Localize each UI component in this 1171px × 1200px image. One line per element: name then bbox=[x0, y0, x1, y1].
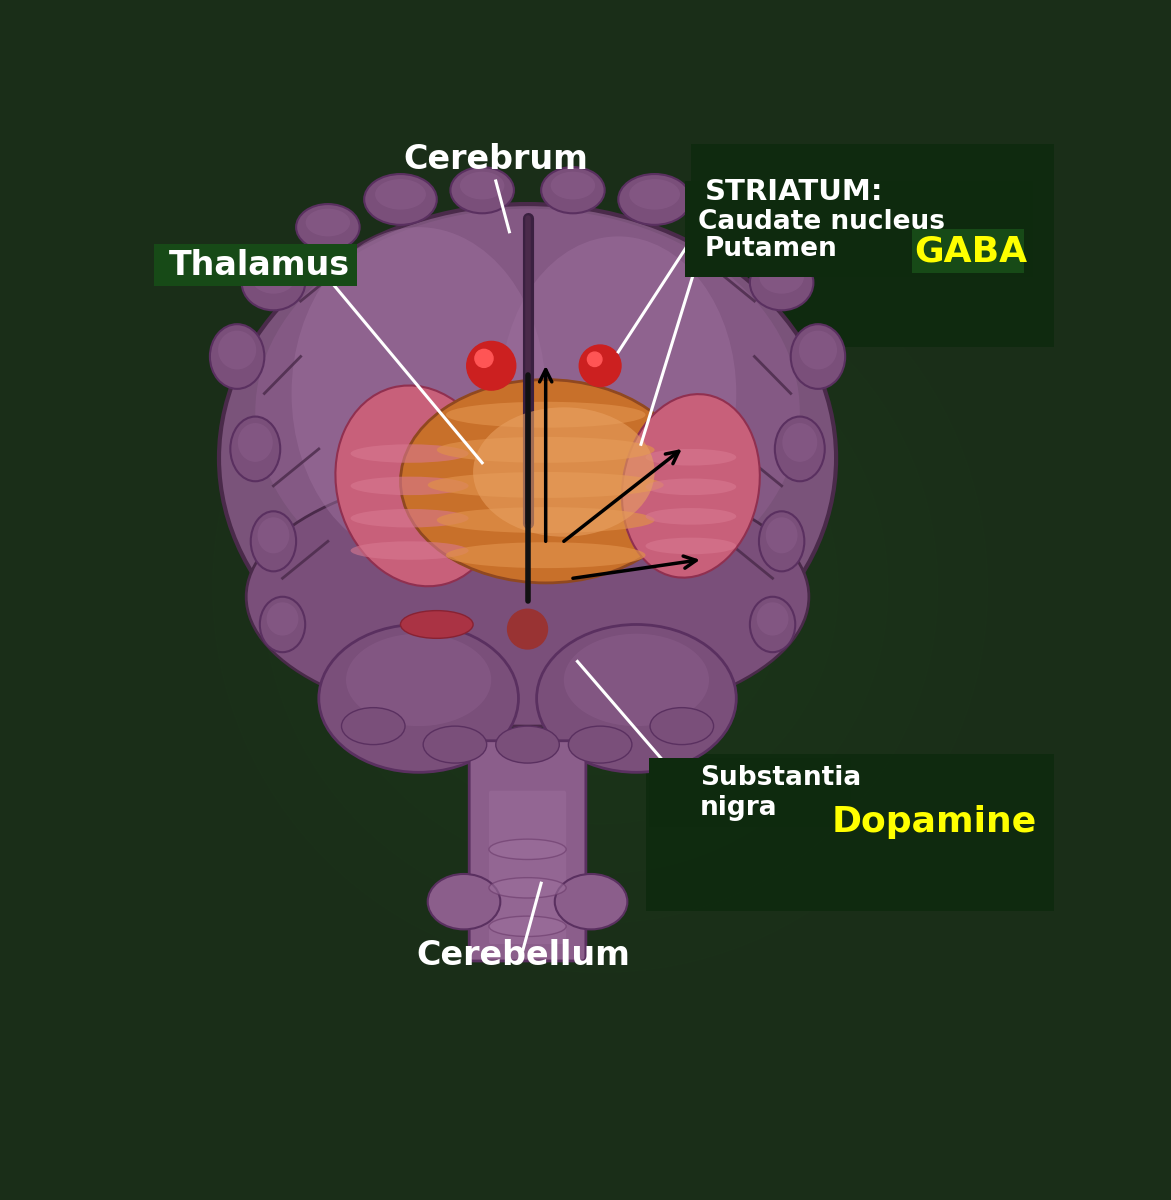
Ellipse shape bbox=[555, 874, 628, 930]
Ellipse shape bbox=[799, 331, 837, 370]
Ellipse shape bbox=[350, 444, 468, 463]
Ellipse shape bbox=[568, 726, 632, 763]
Ellipse shape bbox=[775, 416, 824, 481]
Text: Thalamus: Thalamus bbox=[169, 248, 350, 282]
Ellipse shape bbox=[451, 167, 514, 214]
Text: Substantia
nigra: Substantia nigra bbox=[700, 764, 861, 821]
Ellipse shape bbox=[696, 204, 759, 251]
Ellipse shape bbox=[645, 508, 737, 524]
Ellipse shape bbox=[766, 517, 797, 553]
Ellipse shape bbox=[231, 416, 280, 481]
Ellipse shape bbox=[241, 254, 306, 311]
Ellipse shape bbox=[489, 916, 566, 936]
Ellipse shape bbox=[350, 541, 468, 559]
Ellipse shape bbox=[749, 254, 814, 311]
Ellipse shape bbox=[446, 402, 645, 427]
Ellipse shape bbox=[437, 508, 655, 533]
Text: Dopamine: Dopamine bbox=[831, 805, 1036, 839]
Ellipse shape bbox=[219, 204, 836, 713]
Ellipse shape bbox=[306, 209, 350, 236]
Ellipse shape bbox=[251, 511, 296, 571]
Ellipse shape bbox=[622, 394, 760, 577]
Ellipse shape bbox=[238, 424, 273, 462]
Ellipse shape bbox=[427, 874, 500, 930]
Ellipse shape bbox=[218, 331, 256, 370]
Ellipse shape bbox=[423, 726, 487, 763]
Circle shape bbox=[507, 610, 548, 649]
Ellipse shape bbox=[292, 227, 546, 559]
Ellipse shape bbox=[258, 517, 289, 553]
Ellipse shape bbox=[400, 379, 691, 583]
Ellipse shape bbox=[473, 407, 655, 536]
Ellipse shape bbox=[267, 602, 299, 636]
Ellipse shape bbox=[618, 174, 691, 224]
Ellipse shape bbox=[296, 204, 359, 251]
Ellipse shape bbox=[260, 596, 306, 653]
Ellipse shape bbox=[375, 179, 426, 210]
Ellipse shape bbox=[564, 634, 708, 726]
FancyBboxPatch shape bbox=[470, 740, 586, 961]
Ellipse shape bbox=[489, 877, 566, 898]
Text: GABA: GABA bbox=[913, 234, 1027, 268]
Ellipse shape bbox=[319, 624, 519, 773]
Ellipse shape bbox=[347, 634, 492, 726]
Ellipse shape bbox=[760, 260, 803, 294]
Circle shape bbox=[475, 349, 493, 367]
Ellipse shape bbox=[446, 542, 645, 568]
Text: Caudate nucleus: Caudate nucleus bbox=[698, 209, 945, 235]
Ellipse shape bbox=[255, 209, 800, 616]
FancyBboxPatch shape bbox=[649, 758, 851, 828]
Ellipse shape bbox=[364, 174, 437, 224]
Ellipse shape bbox=[489, 839, 566, 859]
Text: Putamen: Putamen bbox=[705, 236, 837, 263]
Ellipse shape bbox=[350, 509, 468, 528]
Ellipse shape bbox=[350, 476, 468, 496]
Ellipse shape bbox=[460, 172, 505, 199]
Ellipse shape bbox=[342, 708, 405, 744]
Ellipse shape bbox=[335, 385, 502, 587]
Text: STRIATUM:: STRIATUM: bbox=[705, 178, 883, 206]
Text: Cerebrum: Cerebrum bbox=[403, 143, 588, 176]
Ellipse shape bbox=[749, 596, 795, 653]
FancyBboxPatch shape bbox=[489, 791, 566, 944]
Ellipse shape bbox=[210, 324, 265, 389]
Ellipse shape bbox=[500, 236, 737, 551]
Circle shape bbox=[580, 346, 621, 386]
Ellipse shape bbox=[252, 260, 295, 294]
Circle shape bbox=[588, 352, 602, 366]
Ellipse shape bbox=[650, 708, 713, 744]
Circle shape bbox=[467, 342, 515, 390]
FancyBboxPatch shape bbox=[153, 244, 357, 286]
Ellipse shape bbox=[790, 324, 845, 389]
Ellipse shape bbox=[437, 437, 655, 463]
Ellipse shape bbox=[782, 424, 817, 462]
Ellipse shape bbox=[629, 179, 680, 210]
Ellipse shape bbox=[541, 167, 604, 214]
Bar bbox=[691, 144, 1054, 347]
Text: Cerebellum: Cerebellum bbox=[416, 938, 630, 972]
FancyBboxPatch shape bbox=[912, 229, 1023, 274]
Ellipse shape bbox=[536, 624, 737, 773]
Ellipse shape bbox=[756, 602, 788, 636]
Ellipse shape bbox=[246, 468, 809, 726]
Ellipse shape bbox=[495, 726, 560, 763]
FancyBboxPatch shape bbox=[685, 181, 1033, 277]
Ellipse shape bbox=[550, 172, 595, 199]
Ellipse shape bbox=[427, 472, 664, 498]
Ellipse shape bbox=[645, 479, 737, 496]
Ellipse shape bbox=[645, 449, 737, 466]
Bar bbox=[645, 754, 1054, 911]
Ellipse shape bbox=[759, 511, 804, 571]
Ellipse shape bbox=[705, 209, 749, 236]
Ellipse shape bbox=[645, 538, 737, 554]
Ellipse shape bbox=[400, 611, 473, 638]
